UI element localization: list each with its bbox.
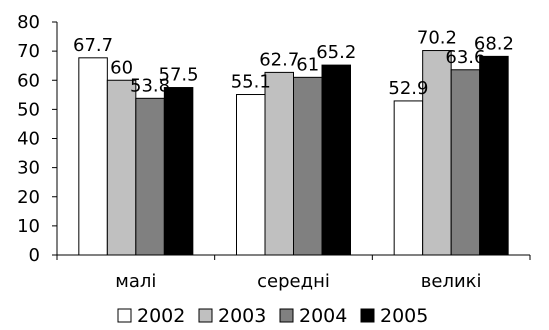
y-tick-label: 20 bbox=[17, 187, 40, 208]
data-label: 65.2 bbox=[316, 42, 356, 63]
y-tick-label: 80 bbox=[17, 12, 40, 33]
legend-swatch-2002 bbox=[117, 308, 132, 323]
bar-2003-1 bbox=[264, 71, 294, 256]
bar-2004-0 bbox=[135, 97, 165, 256]
data-label: 53.8 bbox=[130, 75, 170, 96]
y-tick-label: 50 bbox=[17, 99, 40, 120]
y-tick-label: 0 bbox=[29, 245, 40, 266]
legend: 2002 2003 2004 2005 bbox=[117, 305, 428, 327]
legend-label: 2005 bbox=[380, 305, 428, 327]
data-label: 61 bbox=[296, 54, 319, 75]
legend-swatch-2003 bbox=[198, 308, 213, 323]
y-tick-label: 30 bbox=[17, 158, 40, 179]
data-label: 52.9 bbox=[388, 78, 428, 99]
data-label: 60 bbox=[110, 57, 133, 78]
legend-label: 2002 bbox=[137, 305, 185, 327]
bar-2002-0 bbox=[78, 57, 108, 256]
bar-2005-2 bbox=[479, 55, 509, 256]
data-label: 63.6 bbox=[445, 47, 485, 68]
legend-label: 2004 bbox=[299, 305, 347, 327]
bar-2005-1 bbox=[321, 64, 351, 256]
bar-2002-2 bbox=[393, 100, 424, 256]
y-tick-label: 10 bbox=[17, 216, 40, 237]
x-tick-label: малі bbox=[115, 271, 156, 292]
data-label: 70.2 bbox=[417, 28, 457, 49]
legend-swatch-2004 bbox=[279, 308, 294, 323]
data-label: 68.2 bbox=[474, 33, 514, 54]
y-tick-label: 70 bbox=[17, 41, 40, 62]
legend-swatch-2005 bbox=[360, 308, 375, 323]
legend-label: 2003 bbox=[218, 305, 266, 327]
bar-2002-1 bbox=[236, 94, 266, 256]
data-label: 62.7 bbox=[259, 49, 299, 70]
axes: 0 10 20 30 40 50 60 70 80 малі середні великі bbox=[17, 12, 531, 292]
y-tick-label: 40 bbox=[17, 129, 40, 150]
bar-2005-0 bbox=[163, 87, 194, 256]
x-tick-label: великі bbox=[421, 271, 482, 292]
bar-2003-2 bbox=[422, 50, 452, 256]
data-label: 57.5 bbox=[159, 65, 199, 86]
bar-2003-0 bbox=[106, 79, 137, 256]
bar-2004-1 bbox=[293, 76, 323, 256]
bar-2004-2 bbox=[450, 69, 481, 256]
bars-group bbox=[78, 50, 509, 256]
data-label: 55.1 bbox=[231, 72, 271, 93]
y-tick-label: 60 bbox=[17, 70, 40, 91]
data-label: 67.7 bbox=[73, 35, 113, 56]
x-tick-label: середні bbox=[257, 271, 330, 292]
